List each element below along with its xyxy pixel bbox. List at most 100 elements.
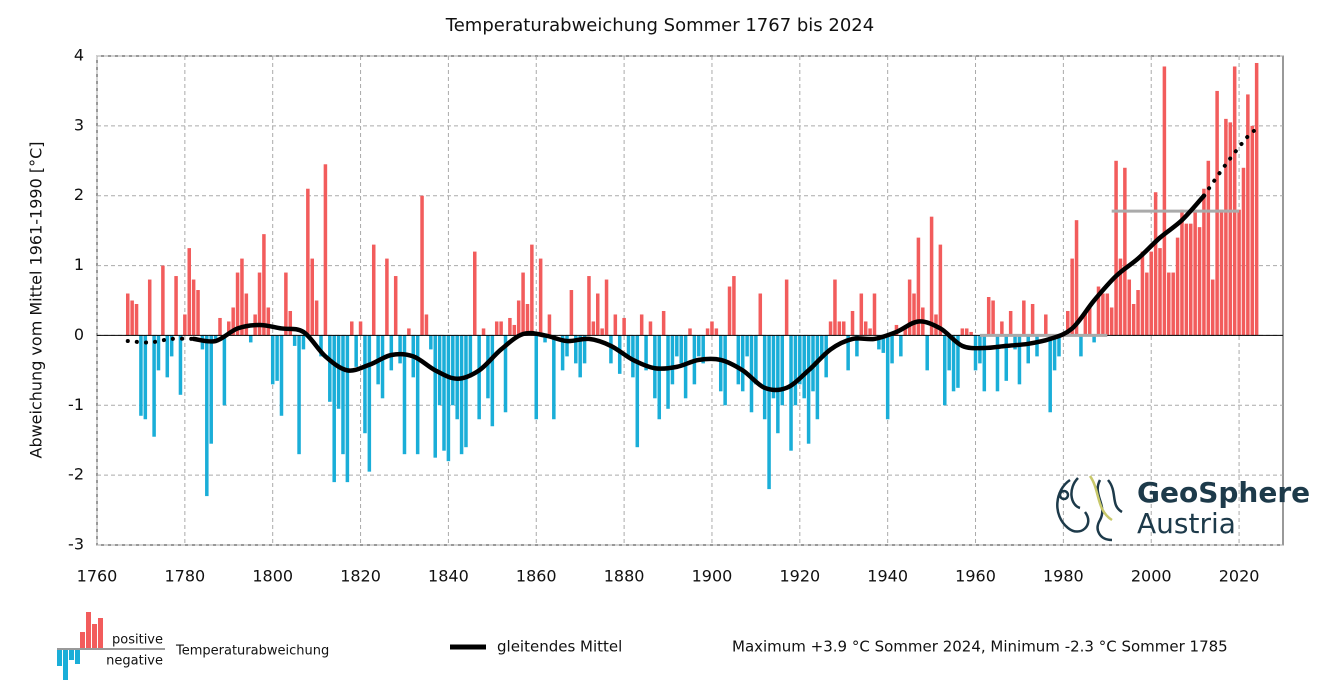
bar [209, 335, 213, 444]
bar [1017, 335, 1022, 385]
bar [776, 335, 780, 434]
bar [885, 335, 890, 420]
bar [912, 293, 916, 336]
bar [244, 293, 249, 336]
bar [670, 335, 675, 385]
bar [1074, 220, 1079, 336]
bar [1096, 286, 1101, 336]
bar [1219, 209, 1224, 336]
bar [1232, 66, 1237, 336]
bar [815, 335, 820, 420]
bar [916, 237, 921, 336]
logo-sub: Austria [1137, 507, 1236, 540]
bar [899, 335, 903, 357]
bar [793, 335, 798, 406]
bar [1237, 209, 1241, 336]
bar [578, 335, 582, 378]
bar [227, 321, 231, 336]
bar [314, 300, 319, 336]
bar [710, 321, 714, 336]
bar [604, 279, 609, 336]
bar [697, 335, 701, 357]
bar [134, 303, 139, 336]
bar [205, 335, 209, 497]
bar [789, 335, 793, 451]
bar [284, 272, 288, 336]
bar [213, 335, 218, 339]
legend: positive negative Temperaturabweichung g… [57, 612, 1228, 680]
bar [881, 335, 886, 353]
bar [1145, 272, 1149, 336]
bar [943, 335, 947, 406]
bar [552, 335, 556, 420]
bar [275, 335, 279, 381]
bar [183, 314, 187, 336]
bar [767, 335, 771, 490]
bar [222, 335, 227, 406]
bar [125, 293, 130, 336]
bar [279, 335, 284, 416]
bar [929, 216, 934, 336]
bar [231, 307, 235, 336]
bar [666, 335, 670, 409]
bar [758, 293, 763, 336]
bar [947, 335, 951, 371]
bar [398, 335, 402, 364]
bar [565, 335, 569, 357]
bar [446, 335, 451, 462]
bar [288, 310, 293, 336]
bar [1167, 272, 1171, 336]
bar [648, 321, 653, 336]
bar [393, 276, 398, 336]
bar [174, 276, 178, 336]
bar [723, 335, 727, 406]
bar [477, 335, 481, 420]
bar [248, 335, 253, 343]
y-tick-label: 0 [74, 325, 84, 344]
bar [701, 335, 705, 364]
x-tick-label: 1880 [604, 567, 645, 586]
logo: GeoSphere Austria [1056, 475, 1310, 542]
bar [617, 335, 622, 374]
bar [749, 335, 754, 413]
bar [705, 328, 710, 336]
bar [534, 335, 539, 420]
bar [1066, 310, 1070, 336]
bar [1210, 279, 1215, 336]
bar [1180, 209, 1184, 336]
bar [1127, 279, 1132, 336]
note: Maximum +3.9 °C Sommer 2024, Minimum -2.… [732, 638, 1228, 656]
bar [1241, 167, 1246, 336]
bar [1057, 335, 1061, 357]
bar [420, 195, 424, 336]
bar [956, 335, 960, 388]
bar [569, 290, 574, 336]
x-tick-label: 1800 [252, 567, 293, 586]
bar [683, 335, 688, 399]
bar [429, 335, 433, 350]
bar [1250, 125, 1255, 336]
bar [402, 335, 407, 455]
bar [745, 335, 749, 357]
bar [837, 321, 842, 336]
bar [341, 335, 345, 455]
bar [1193, 209, 1197, 336]
bar [156, 335, 161, 371]
bar [1162, 66, 1167, 336]
bar [424, 314, 429, 336]
bar [688, 328, 692, 336]
bar [508, 317, 512, 336]
bar [969, 331, 973, 336]
bar [868, 328, 872, 336]
logo-name: GeoSphere [1137, 476, 1310, 509]
bar [639, 314, 644, 336]
bar [415, 335, 420, 455]
bar [350, 321, 354, 336]
bar [890, 335, 894, 364]
bar [582, 335, 587, 364]
bar [538, 258, 543, 336]
bar [521, 272, 525, 336]
bar [657, 335, 662, 420]
bar [631, 335, 635, 378]
